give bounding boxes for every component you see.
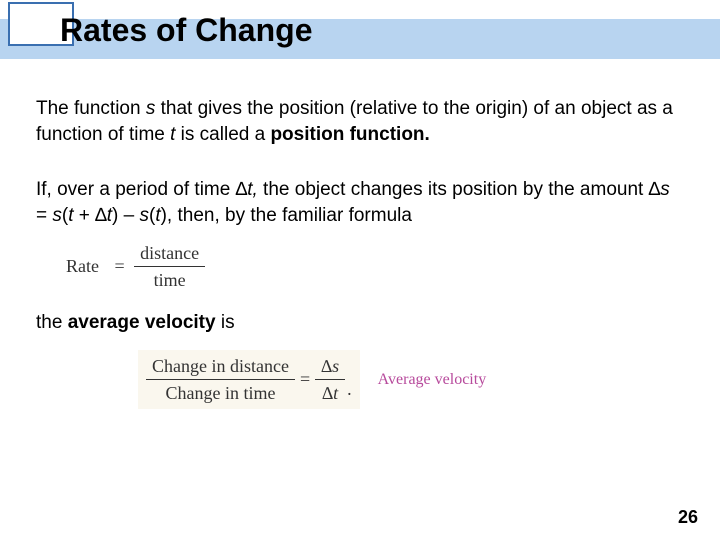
delta-s: ∆s — [315, 354, 345, 380]
avg-den: Change in time — [146, 380, 295, 405]
var-s: s — [52, 205, 62, 226]
page-number: 26 — [678, 507, 698, 528]
delta: ∆ — [95, 205, 107, 226]
text: is called a — [175, 124, 270, 145]
avg-velocity-label: Average velocity — [378, 369, 487, 391]
text: is — [216, 312, 235, 333]
var-s: s — [146, 98, 156, 119]
bold-term: average velocity — [68, 312, 216, 333]
var-s: s — [660, 179, 670, 200]
paragraph-1: The function s that gives the position (… — [36, 96, 684, 147]
equals-sign: = — [300, 367, 310, 391]
text: ) – — [112, 205, 139, 226]
rate-lhs: Rate — [66, 254, 99, 278]
avg-fraction-words: Change in distance Change in time — [146, 354, 295, 406]
text: ), then, by the familiar formula — [161, 205, 412, 226]
text: the object changes its position by the a… — [258, 179, 649, 200]
rate-equation: Rate = distance time — [66, 241, 205, 293]
equals-sign: = — [115, 254, 125, 278]
text: The function — [36, 98, 146, 119]
delta: ∆ — [649, 179, 661, 200]
delta: ∆ — [236, 179, 248, 200]
bold-term: position function. — [270, 124, 429, 145]
var-t: t, — [247, 179, 258, 200]
text: = — [36, 205, 52, 226]
rate-fraction: distance time — [134, 241, 205, 293]
paragraph-2: If, over a period of time ∆t, the object… — [36, 177, 684, 228]
text: + — [73, 205, 95, 226]
paragraph-3: the average velocity is — [36, 310, 684, 336]
rate-numerator: distance — [134, 241, 205, 267]
slide: Rates of Change The function s that give… — [0, 0, 720, 540]
avg-velocity-equation: Change in distance Change in time = ∆s ∆… — [138, 350, 360, 410]
delta-t: ∆t — [315, 380, 345, 405]
body: The function s that gives the position (… — [36, 96, 684, 409]
period: . — [347, 377, 352, 405]
avg-velocity-block: Change in distance Change in time = ∆s ∆… — [138, 350, 684, 410]
rate-denominator: time — [134, 267, 205, 292]
avg-fraction-symbols: ∆s ∆t — [315, 354, 345, 406]
text: the — [36, 312, 68, 333]
avg-num: Change in distance — [146, 354, 295, 380]
text: If, over a period of time — [36, 179, 236, 200]
var-s: s — [140, 205, 150, 226]
slide-title: Rates of Change — [54, 10, 318, 51]
